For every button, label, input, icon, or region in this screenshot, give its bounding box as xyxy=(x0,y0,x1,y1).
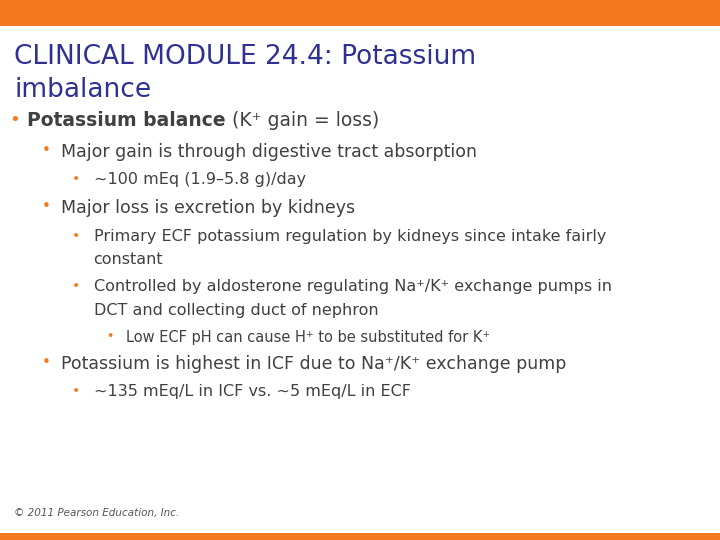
Text: © 2011 Pearson Education, Inc.: © 2011 Pearson Education, Inc. xyxy=(14,508,180,518)
Text: Major loss is excretion by kidneys: Major loss is excretion by kidneys xyxy=(61,199,356,217)
Text: CLINICAL MODULE 24.4: Potassium: CLINICAL MODULE 24.4: Potassium xyxy=(14,44,477,70)
Text: Controlled by aldosterone regulating Na⁺/K⁺ exchange pumps in: Controlled by aldosterone regulating Na⁺… xyxy=(94,279,611,294)
Text: Potassium is highest in ICF due to Na⁺/K⁺ exchange pump: Potassium is highest in ICF due to Na⁺/K… xyxy=(61,355,567,373)
Text: imbalance: imbalance xyxy=(14,77,151,103)
Text: •: • xyxy=(72,172,80,186)
Text: ~100 mEq (1.9–5.8 g)/day: ~100 mEq (1.9–5.8 g)/day xyxy=(94,172,306,187)
Bar xyxy=(0,533,720,540)
Text: ~135 mEq/L in ICF vs. ~5 mEq/L in ECF: ~135 mEq/L in ICF vs. ~5 mEq/L in ECF xyxy=(94,384,410,399)
Text: •: • xyxy=(72,279,80,293)
Text: •: • xyxy=(72,384,80,398)
Text: •: • xyxy=(9,111,20,129)
Text: •: • xyxy=(42,355,50,369)
Text: (K⁺ gain = loss): (K⁺ gain = loss) xyxy=(226,111,379,130)
Text: •: • xyxy=(72,229,80,243)
Text: Primary ECF potassium regulation by kidneys since intake fairly: Primary ECF potassium regulation by kidn… xyxy=(94,229,606,244)
Text: •: • xyxy=(42,199,50,214)
Text: constant: constant xyxy=(94,252,163,267)
Text: •: • xyxy=(107,330,114,343)
Text: Low ECF pH can cause H⁺ to be substituted for K⁺: Low ECF pH can cause H⁺ to be substitute… xyxy=(126,330,490,345)
Bar xyxy=(0,0,720,26)
Text: DCT and collecting duct of nephron: DCT and collecting duct of nephron xyxy=(94,302,378,318)
Text: Major gain is through digestive tract absorption: Major gain is through digestive tract ab… xyxy=(61,143,477,160)
Text: •: • xyxy=(42,143,50,158)
Text: Potassium balance: Potassium balance xyxy=(27,111,226,130)
